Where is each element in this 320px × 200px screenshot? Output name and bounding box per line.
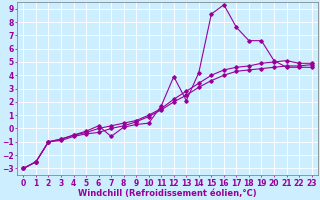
X-axis label: Windchill (Refroidissement éolien,°C): Windchill (Refroidissement éolien,°C)	[78, 189, 257, 198]
